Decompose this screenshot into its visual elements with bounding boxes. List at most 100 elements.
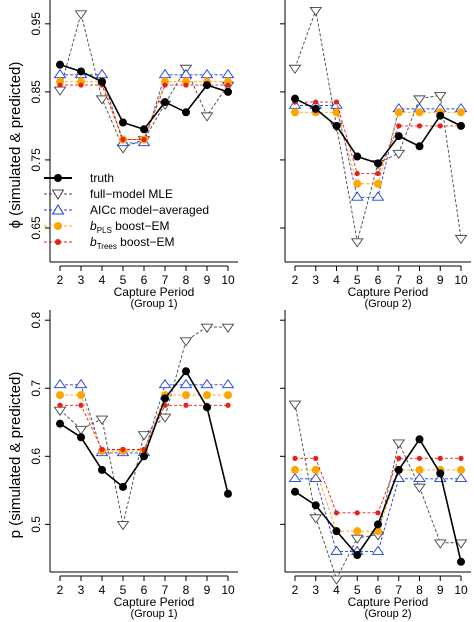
x-tick-label: 10	[454, 583, 468, 597]
data-point-aicc	[433, 472, 447, 483]
data-point-trees	[375, 170, 381, 177]
data-point-aicc	[371, 191, 385, 201]
data-point-mle	[454, 539, 468, 549]
data-point-truth	[436, 111, 445, 120]
data-point-pls	[224, 391, 232, 400]
data-point-truth	[182, 108, 190, 117]
y-tick-label: 0.65	[29, 216, 43, 240]
legend-label-pls-sub: PLS	[97, 226, 112, 235]
data-point-trees	[120, 136, 126, 143]
data-point-mle	[433, 92, 447, 102]
x-tick-label: 8	[416, 583, 423, 597]
data-point-aicc	[158, 378, 172, 389]
legend-marker-pls	[54, 222, 62, 230]
x-tick-label: 5	[120, 273, 127, 287]
x-tick-label: 2	[292, 583, 299, 597]
x-tick-label: 8	[416, 273, 423, 287]
data-point-mle	[350, 534, 364, 544]
data-point-trees	[183, 82, 189, 88]
x-tick-label: 9	[437, 273, 444, 287]
data-point-mle	[433, 539, 447, 549]
x-tick-label: 6	[141, 583, 148, 597]
data-point-mle	[158, 413, 172, 423]
legend-entry-pls: bPLS boost−EM	[44, 219, 170, 235]
data-point-truth	[119, 482, 127, 491]
data-point-truth	[56, 60, 64, 69]
legend-marker-mle	[51, 189, 65, 200]
data-point-truth	[311, 501, 320, 510]
data-point-mle	[95, 415, 109, 425]
series-truth	[56, 367, 232, 498]
y-axis-label-p: p (simulated & predicted)	[7, 372, 24, 539]
x-tick-label: 3	[312, 273, 319, 287]
x-tick-label: 4	[99, 583, 106, 597]
x-axis-label: Capture Period	[348, 285, 429, 299]
y-tick-label: 0.8	[29, 312, 43, 329]
data-point-aicc	[179, 68, 193, 79]
series-line-aicc	[60, 384, 228, 454]
data-point-truth	[374, 159, 382, 168]
series-line-mle	[59, 326, 228, 525]
data-point-truth	[394, 132, 403, 141]
x-tick-label: 5	[354, 583, 361, 597]
data-point-trees	[354, 170, 360, 177]
series-mle	[53, 323, 235, 531]
data-point-pls	[415, 465, 424, 474]
data-point-mle	[137, 431, 151, 441]
data-point-truth	[224, 87, 232, 96]
data-point-pls	[311, 465, 320, 474]
data-point-truth	[140, 125, 148, 134]
y-tick-label: 0.5	[29, 516, 43, 533]
data-point-aicc	[53, 378, 67, 389]
legend-marker-truth	[54, 174, 62, 182]
data-point-mle	[392, 439, 406, 449]
data-point-aicc	[53, 68, 67, 79]
legend-label-pls-suffix: boost−EM	[112, 219, 170, 233]
legend-label-mle: full−model MLE	[90, 187, 173, 201]
legend-label-pls-prefix: b	[90, 219, 97, 233]
panel-bottom-right: 2 3 4 5 6 7 8 9 10 Capture Period(Group 2)	[280, 310, 471, 620]
series-truth	[56, 60, 232, 134]
data-point-aicc	[371, 545, 385, 555]
data-point-truth	[203, 81, 211, 90]
x-tick-label: 8	[183, 583, 190, 597]
data-point-truth	[98, 465, 106, 474]
data-point-trees	[458, 455, 464, 461]
x-tick-label: 6	[375, 273, 382, 287]
x-tick-label: 9	[204, 583, 211, 597]
data-point-aicc	[221, 68, 235, 79]
data-point-aicc	[74, 378, 88, 389]
data-point-pls	[203, 391, 211, 400]
series-mle	[288, 400, 468, 585]
x-tick-label: 2	[57, 273, 64, 287]
data-point-trees	[354, 510, 360, 516]
data-point-truth	[332, 527, 341, 536]
data-point-mle	[454, 234, 468, 245]
series-truth	[291, 435, 465, 566]
y-tick-label: 0.85	[29, 80, 43, 104]
data-point-truth	[291, 487, 299, 496]
y-axis-label-phi: ϕ (simulated & predicted)	[7, 62, 24, 229]
panel-top-left: 0.65 0.75 0.85 0.95 2 3 4 5 6 7 8 9 10 Capture Period…	[29, 0, 238, 310]
data-point-truth	[457, 557, 465, 566]
data-point-pls	[394, 108, 403, 117]
data-point-trees	[313, 99, 319, 105]
data-point-mle	[413, 483, 426, 493]
data-point-mle	[309, 6, 323, 17]
x-axis-sublabel: (Group 2)	[364, 298, 411, 310]
data-point-truth	[415, 435, 424, 444]
x-tick-label: 9	[437, 583, 444, 597]
data-point-trees	[99, 446, 105, 453]
x-axis-label: Capture Period	[114, 595, 195, 609]
x-tick-label: 7	[395, 583, 402, 597]
legend-marker-aicc	[51, 204, 65, 215]
data-point-trees	[78, 402, 84, 408]
data-point-aicc	[309, 472, 323, 483]
data-point-aicc	[330, 545, 343, 555]
data-point-mle	[413, 95, 426, 105]
data-point-mle	[392, 149, 406, 160]
data-point-trees	[57, 82, 63, 88]
data-point-mle	[74, 10, 88, 20]
x-axis-sublabel: (Group 2)	[364, 608, 411, 620]
data-point-truth	[436, 469, 445, 478]
